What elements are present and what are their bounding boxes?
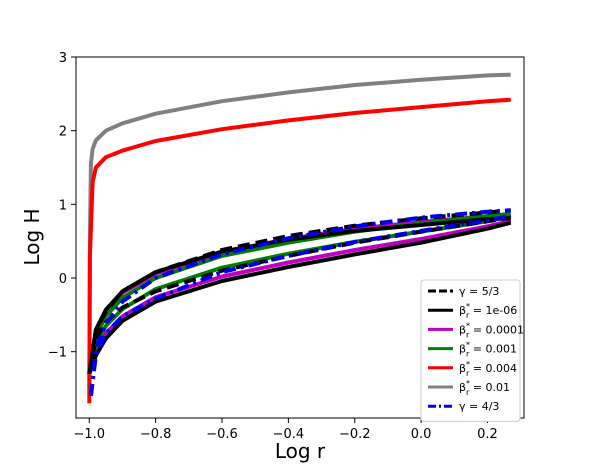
x-axis-label: Log r bbox=[275, 439, 326, 463]
legend-label: β* r = 0.01 bbox=[459, 379, 510, 397]
series-3-line-lower bbox=[87, 214, 512, 375]
x-tick-label: −0.8 bbox=[140, 427, 172, 442]
y-tick-label: 2 bbox=[59, 125, 67, 140]
x-tick-label: −1.0 bbox=[73, 427, 105, 442]
x-tick-label: 0.0 bbox=[411, 427, 432, 442]
x-tick-label: −0.2 bbox=[339, 427, 371, 442]
legend-label: γ = 5/3 bbox=[459, 285, 499, 298]
series-0-line-upper bbox=[87, 208, 511, 375]
series-5-line bbox=[87, 72, 511, 389]
y-tick-label: 1 bbox=[59, 198, 67, 213]
y-ticks: −1 0 1 2 3 bbox=[48, 51, 76, 361]
legend-label: β* r = 0.004 bbox=[459, 360, 517, 378]
series-0-line-lower bbox=[87, 215, 512, 375]
legend-label: β* r = 1e-06 bbox=[459, 302, 517, 320]
series-4-line bbox=[87, 97, 511, 404]
y-tick-label: 0 bbox=[59, 272, 67, 287]
legend-label: γ = 4/3 bbox=[459, 400, 499, 413]
x-tick-label: −0.4 bbox=[273, 427, 305, 442]
legend-label: β* r = 0.0001 bbox=[459, 321, 524, 339]
legend-label: β* r = 0.001 bbox=[459, 341, 517, 359]
plot-frame bbox=[75, 56, 525, 419]
y-axis-label: Log H bbox=[20, 208, 44, 265]
series-6-line-lower bbox=[88, 213, 512, 397]
series-layer bbox=[87, 72, 512, 404]
legend: γ = 5/3 β* r = 1e-06β* r = 0.0001 β* r = 0.00… bbox=[420, 279, 524, 422]
y-tick-label: 3 bbox=[59, 51, 67, 66]
y-tick-label: −1 bbox=[48, 346, 67, 361]
x-ticks: −1.0 −0.8 −0.6 −0.4 −0.2 0.0 0.2 bbox=[73, 418, 498, 442]
x-tick-label: 0.2 bbox=[477, 427, 498, 442]
x-tick-label: −0.6 bbox=[206, 427, 238, 442]
